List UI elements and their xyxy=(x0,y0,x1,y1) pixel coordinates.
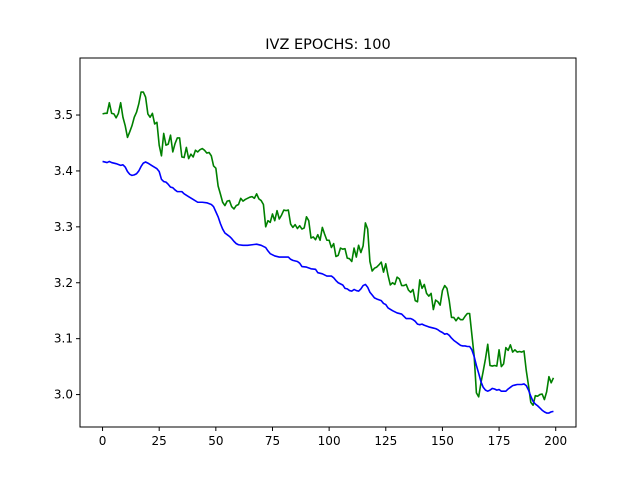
y-tick-label: 3.1 xyxy=(54,332,73,346)
x-tick-label: 100 xyxy=(318,434,341,448)
x-tick-label: 150 xyxy=(431,434,454,448)
series-line-1 xyxy=(102,91,555,406)
y-tick-label: 3.0 xyxy=(54,388,73,402)
series-line-2 xyxy=(102,160,554,414)
x-tick-label: 125 xyxy=(374,434,397,448)
x-tick-label: 0 xyxy=(99,434,107,448)
x-tick-label: 200 xyxy=(544,434,567,448)
y-tick-label: 3.5 xyxy=(54,108,73,122)
x-tick-label: 25 xyxy=(152,434,167,448)
x-tick-label: 75 xyxy=(265,434,280,448)
chart-title: IVZ EPOCHS: 100 xyxy=(265,37,390,53)
series-layer xyxy=(102,91,555,414)
plot-frame xyxy=(79,57,577,428)
x-axis: 0 25 50 75 100 125 150 175 200 xyxy=(99,427,567,448)
x-tick-label: 50 xyxy=(208,434,223,448)
x-tick-label: 175 xyxy=(488,434,511,448)
y-tick-label: 3.3 xyxy=(54,220,73,234)
y-tick-label: 3.4 xyxy=(54,164,73,178)
y-axis: 3.0 3.1 3.2 3.3 3.4 3.5 xyxy=(54,108,80,402)
y-tick-label: 3.2 xyxy=(54,276,73,290)
